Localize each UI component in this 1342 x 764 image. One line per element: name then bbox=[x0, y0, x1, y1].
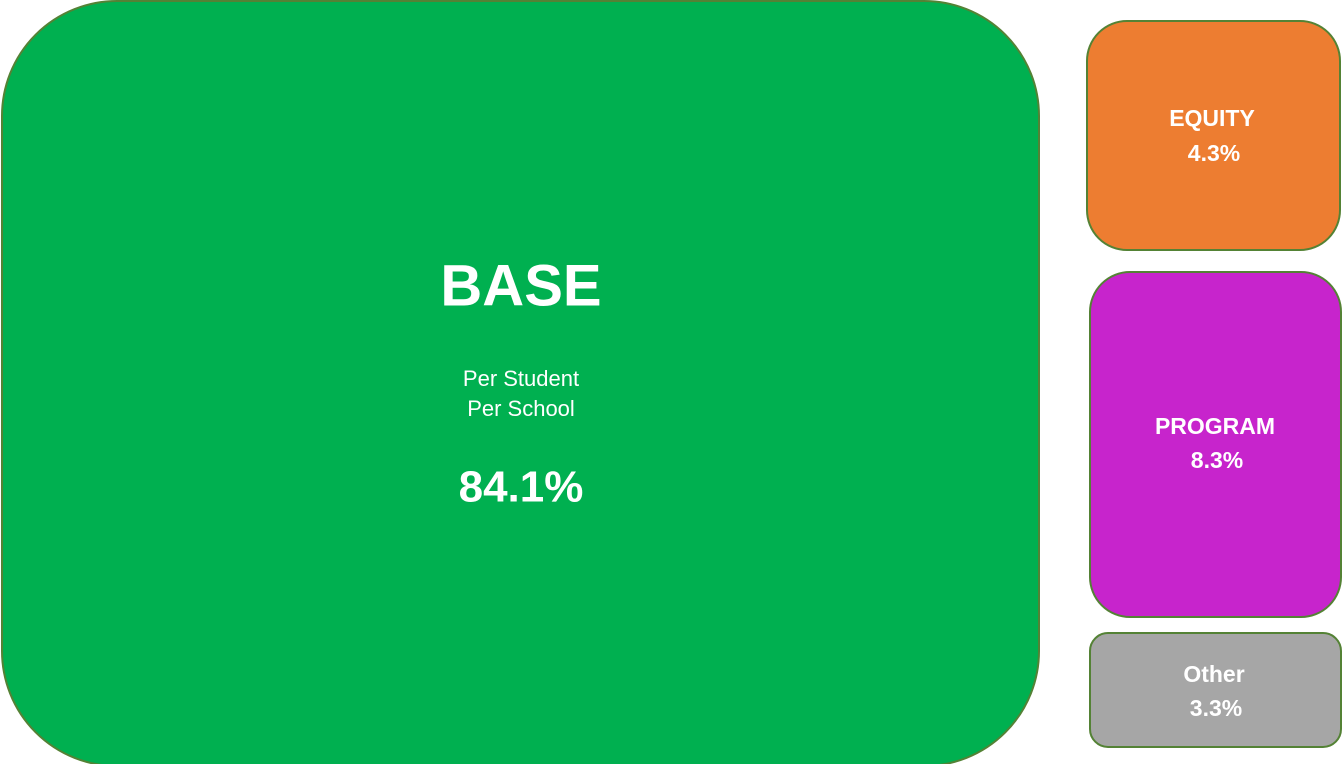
block-line: Per School bbox=[467, 396, 575, 421]
program-block bbox=[1089, 271, 1342, 618]
block-share: 8.3% bbox=[1191, 447, 1243, 473]
block-title: Other bbox=[1183, 661, 1244, 687]
block-line: Per Student bbox=[463, 366, 579, 391]
block-title: PROGRAM bbox=[1155, 413, 1275, 439]
base-block bbox=[1, 0, 1040, 764]
block-title: EQUITY bbox=[1169, 105, 1255, 131]
block-share: 4.3% bbox=[1188, 140, 1240, 166]
block-share: 3.3% bbox=[1190, 695, 1242, 721]
block-title: BASE bbox=[440, 253, 601, 318]
equity-block bbox=[1086, 20, 1341, 251]
other-block bbox=[1089, 632, 1342, 748]
block-share: 84.1% bbox=[459, 463, 584, 512]
